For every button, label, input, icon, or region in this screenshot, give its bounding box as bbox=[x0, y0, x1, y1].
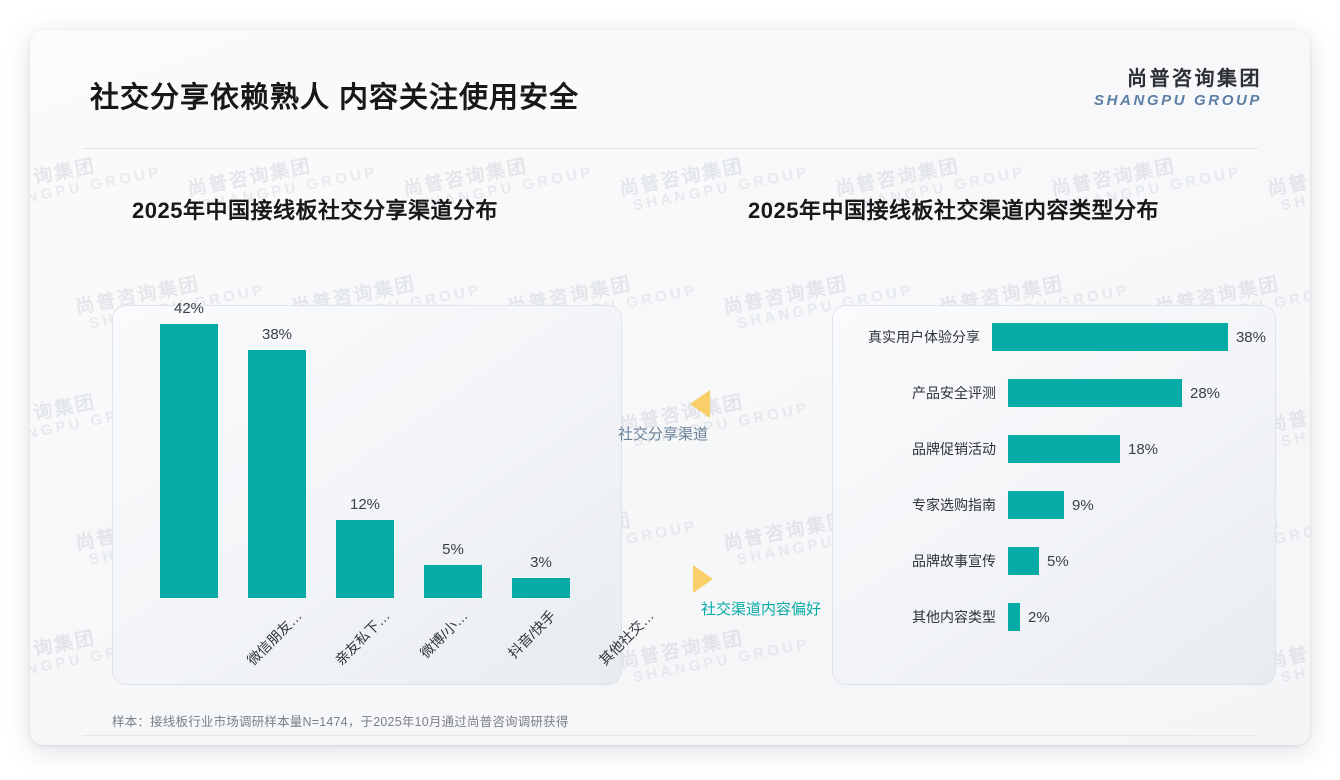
bar-row[interactable]: 专家选购指南 9% bbox=[848, 490, 1266, 520]
page-title: 社交分享依赖熟人 内容关注使用安全 bbox=[90, 82, 580, 114]
bar-value-label: 38% bbox=[1235, 328, 1266, 346]
bar-fill bbox=[424, 565, 482, 598]
bar-value-label: 42% bbox=[173, 300, 205, 317]
bar-fill bbox=[991, 323, 1228, 351]
bar-category-label: 亲友私下… bbox=[331, 607, 393, 669]
sample-footnote: 样本：接线板行业市场调研样本量N=1474，于2025年10月通过尚普咨询调研获… bbox=[112, 715, 569, 729]
bar-value-label: 18% bbox=[1128, 440, 1159, 458]
bar-value-label: 12% bbox=[349, 496, 381, 513]
bar-value-label: 9% bbox=[1072, 496, 1094, 514]
vertical-bar-category-labels: 微信朋友… 亲友私下… 微博/小… 抖音/快手 其他社交… bbox=[142, 600, 657, 680]
bar-column[interactable]: 3% bbox=[512, 554, 570, 598]
vertical-bar-chart: 42% 38% 12% 5% 3% bbox=[142, 298, 602, 598]
bar-row[interactable]: 产品安全评测 28% bbox=[848, 378, 1266, 408]
slide-canvas: 尚普咨询集团 SHANGPU GROUP 尚普咨询集团 SHANGPU GROUP 尚普… bbox=[30, 30, 1310, 745]
bar-value-label: 3% bbox=[530, 554, 552, 571]
bar-column[interactable]: 5% bbox=[424, 541, 482, 598]
left-chart-title: 2025年中国接线板社交分享渠道分布 bbox=[132, 198, 498, 223]
annotation-label: 社交渠道内容偏好 bbox=[701, 601, 822, 618]
annotation-content-preference: 社交渠道内容偏好 bbox=[693, 565, 821, 619]
bar-row[interactable]: 品牌故事宣传 5% bbox=[848, 546, 1266, 576]
logo-english-text: SHANGPU GROUP bbox=[1094, 92, 1262, 109]
bar-row[interactable]: 真实用户体验分享 38% bbox=[848, 322, 1266, 352]
footer-divider bbox=[82, 735, 1258, 736]
bar-fill bbox=[512, 578, 570, 598]
bar-fill bbox=[160, 324, 218, 598]
bar-fill bbox=[336, 520, 394, 598]
bar-fill bbox=[248, 350, 306, 598]
bar-category-label: 产品安全评测 bbox=[912, 385, 996, 401]
bar-category-label: 品牌促销活动 bbox=[912, 441, 996, 457]
triangle-left-icon bbox=[690, 390, 710, 418]
bar-column[interactable]: 12% bbox=[336, 496, 394, 598]
bar-column[interactable]: 42% bbox=[160, 300, 218, 598]
bar-category-label: 微博/小… bbox=[416, 607, 471, 662]
bar-value-label: 5% bbox=[1047, 552, 1069, 570]
bar-category-label: 其他内容类型 bbox=[912, 609, 996, 625]
bar-category-label: 其他社交… bbox=[595, 607, 657, 669]
logo-chinese-text: 尚普咨询集团 bbox=[1127, 68, 1262, 90]
bar-fill bbox=[1008, 379, 1182, 407]
bar-fill bbox=[1008, 603, 1020, 631]
horizontal-bar-chart: 真实用户体验分享 38% 产品安全评测 28% 品牌促销活动 18% 专家选购指南 9% 品牌故… bbox=[848, 322, 1266, 662]
bar-category-label: 微信朋友… bbox=[243, 607, 305, 669]
annotation-label: 社交分享渠道 bbox=[618, 426, 709, 443]
bar-category-label: 抖音/快手 bbox=[504, 607, 559, 662]
right-chart-title: 2025年中国接线板社交渠道内容类型分布 bbox=[748, 198, 1159, 223]
bar-fill bbox=[1008, 547, 1039, 575]
header-divider bbox=[82, 148, 1258, 149]
bar-fill bbox=[1008, 435, 1120, 463]
slide-header: 社交分享依赖熟人 内容关注使用安全 尚普咨询集团 SHANGPU GROUP bbox=[30, 30, 1310, 120]
bar-category-label: 专家选购指南 bbox=[912, 497, 996, 513]
bar-value-label: 38% bbox=[261, 326, 293, 343]
triangle-right-icon bbox=[693, 565, 713, 593]
annotation-social-share-channel: 社交分享渠道 bbox=[618, 390, 710, 444]
bar-value-label: 5% bbox=[442, 541, 464, 558]
bar-category-label: 品牌故事宣传 bbox=[912, 553, 996, 569]
bar-fill bbox=[1008, 491, 1064, 519]
bar-column[interactable]: 38% bbox=[248, 326, 306, 598]
bar-value-label: 28% bbox=[1190, 384, 1221, 402]
brand-logo: 尚普咨询集团 SHANGPU GROUP bbox=[1094, 68, 1262, 109]
bar-value-label: 2% bbox=[1028, 608, 1050, 626]
bar-row[interactable]: 其他内容类型 2% bbox=[848, 602, 1266, 632]
bar-category-label: 真实用户体验分享 bbox=[867, 329, 980, 345]
bar-row[interactable]: 品牌促销活动 18% bbox=[848, 434, 1266, 464]
